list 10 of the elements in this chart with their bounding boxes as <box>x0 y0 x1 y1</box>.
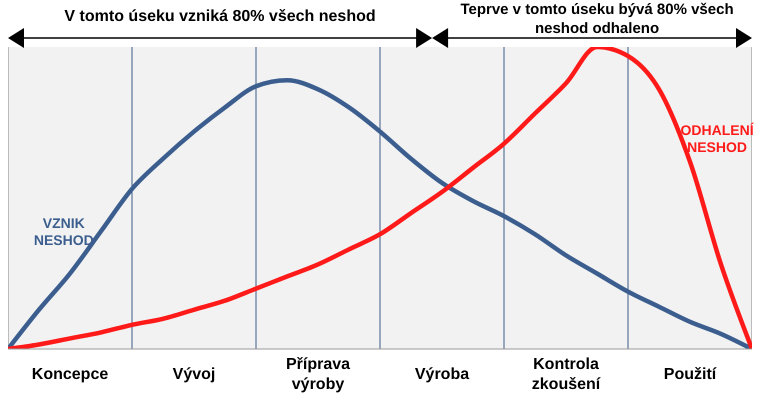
series-label: ODHALENÍ NESHOD <box>679 122 755 156</box>
series-label: VZNIK NESHOD <box>32 215 95 249</box>
text: Teprve v tomto úseku bývá 80% všech neshod odhaleno <box>459 0 735 38</box>
x-tick-label: Koncepce <box>32 366 108 383</box>
x-tick-label: Vývoj <box>172 366 216 383</box>
x-tick-label: Použití <box>664 366 717 383</box>
x-tick-label: Příprava výroby <box>286 356 350 393</box>
x-tick-label: Kontrola zkoušení <box>532 356 601 393</box>
text: V tomto úseku vzniká 80% všech neshod <box>63 8 377 26</box>
x-tick-label: Výroba <box>414 366 470 383</box>
